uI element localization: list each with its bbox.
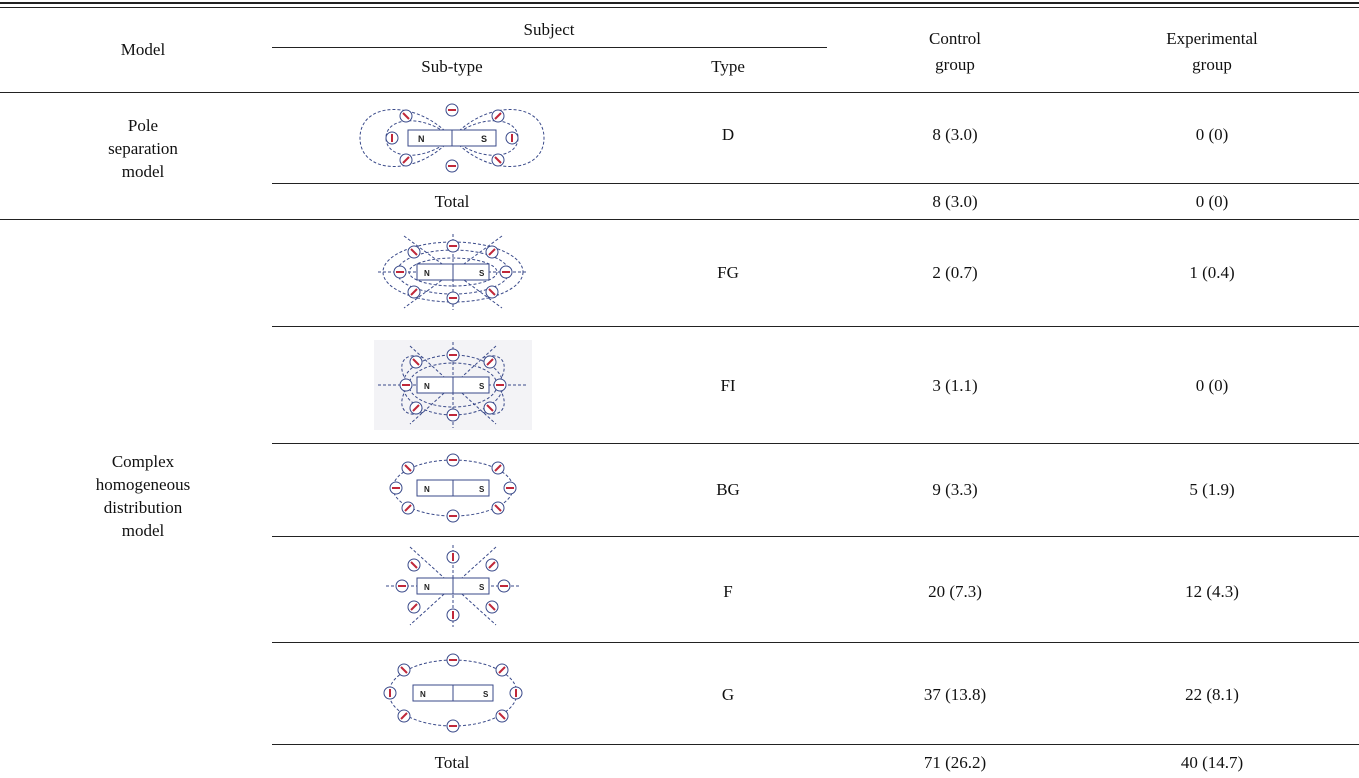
pole-total-experimental: 0 (0): [1195, 192, 1229, 211]
rule-bg: [272, 536, 1359, 537]
header-type: Type: [711, 57, 745, 76]
section-divider: [0, 219, 1359, 220]
complex-total-rule: [272, 744, 1359, 745]
model-label-complex-4: model: [121, 521, 165, 540]
svg-text:S: S: [481, 134, 487, 144]
g-diagram: N S: [380, 650, 526, 736]
f-diagram: N S: [384, 543, 522, 629]
rule-fg: [272, 326, 1359, 327]
top-rule-1: [0, 2, 1359, 4]
svg-text:N: N: [424, 583, 430, 592]
header-model: Model: [120, 40, 166, 59]
complex-total-control: 71 (26.2): [923, 753, 987, 772]
complex-total-label: Total: [434, 753, 470, 772]
svg-text:S: S: [479, 583, 485, 592]
pole-total-control: 8 (3.0): [932, 192, 978, 211]
type-fi: FI: [720, 376, 736, 395]
control-d: 8 (3.0): [932, 125, 978, 144]
svg-text:S: S: [479, 382, 485, 391]
rule-f: [272, 642, 1359, 643]
pole-separation-diagram: N S: [356, 102, 548, 174]
model-label-pole-1: Pole: [127, 116, 159, 135]
control-bg: 9 (3.3): [932, 480, 978, 499]
header-experimental-1: Experimental: [1166, 29, 1258, 48]
header-experimental-2: group: [1192, 55, 1232, 74]
svg-text:N: N: [424, 382, 430, 391]
experimental-fg: 1 (0.4): [1189, 263, 1235, 282]
experimental-bg: 5 (1.9): [1189, 480, 1235, 499]
experimental-g: 22 (8.1): [1185, 685, 1239, 704]
header-control-1: Control: [929, 29, 981, 48]
svg-text:S: S: [483, 690, 489, 699]
type-f: F: [723, 582, 733, 601]
svg-text:N: N: [420, 690, 426, 699]
pole-total-label: Total: [434, 192, 470, 211]
rule-fi: [272, 443, 1359, 444]
model-label-pole-3: model: [121, 162, 165, 181]
model-label-pole-2: separation: [108, 139, 178, 158]
experimental-fi: 0 (0): [1195, 376, 1229, 395]
fi-diagram: N S: [374, 340, 532, 430]
control-g: 37 (13.8): [923, 685, 987, 704]
header-subject: Subject: [523, 20, 575, 39]
bg-diagram: N S: [384, 452, 522, 524]
top-rule-2: [0, 7, 1359, 8]
svg-text:N: N: [424, 485, 430, 494]
pole-total-rule: [272, 183, 1359, 184]
svg-text:S: S: [479, 269, 485, 278]
model-label-complex-3: distribution: [103, 498, 183, 517]
type-fg: FG: [717, 263, 739, 282]
complex-total-experimental: 40 (14.7): [1180, 753, 1244, 772]
header-bottom-rule: [0, 92, 1359, 93]
control-f: 20 (7.3): [928, 582, 982, 601]
model-label-complex-1: Complex: [111, 452, 175, 471]
model-label-complex-2: homogeneous: [95, 475, 191, 494]
svg-text:S: S: [479, 485, 485, 494]
type-g: G: [721, 685, 735, 704]
fg-diagram: N S: [374, 232, 532, 312]
experimental-f: 12 (4.3): [1185, 582, 1239, 601]
control-fi: 3 (1.1): [932, 376, 978, 395]
header-control-2: group: [935, 55, 975, 74]
control-fg: 2 (0.7): [932, 263, 978, 282]
svg-text:N: N: [424, 269, 430, 278]
svg-text:N: N: [418, 134, 425, 144]
type-bg: BG: [716, 480, 740, 499]
header-subtype: Sub-type: [421, 57, 483, 76]
subject-underline: [272, 47, 827, 48]
experimental-d: 0 (0): [1195, 125, 1229, 144]
type-d: D: [721, 125, 735, 144]
